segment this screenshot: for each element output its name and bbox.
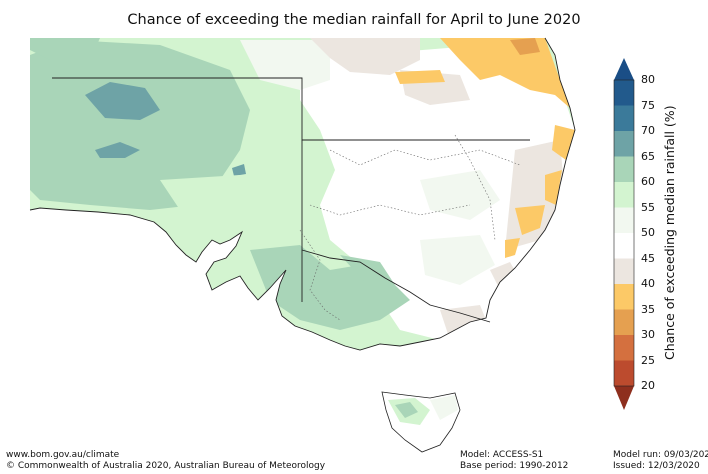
footer-issued: Issued: 12/03/2020 [613,461,700,471]
coastline [29,37,576,351]
colorbar-band [614,182,634,208]
tick-label: 65 [641,150,655,163]
colorbar-band [614,131,634,157]
footer-website: www.bom.gov.au/climate [6,450,120,460]
tick-label: 50 [641,226,655,239]
footer-copyright: © Commonwealth of Australia 2020, Austra… [6,461,326,471]
tasmania [381,391,461,453]
colorbar-band [614,80,634,106]
tick-label: 35 [641,303,655,316]
colorbar-label: Chance of exceeding median rainfall (%) [662,105,677,360]
tick-label: 80 [641,73,655,86]
tick-label: 20 [641,379,655,392]
tick-label: 55 [641,201,655,214]
tick-label: 45 [641,252,655,265]
colorbar-band [614,360,634,387]
tick-label: 60 [641,175,655,188]
tick-label: 25 [641,354,655,367]
colorbar-over-arrow [614,58,634,80]
tick-label: 40 [641,277,655,290]
colorbar-under-arrow [614,386,634,410]
colorbar-band [614,207,634,234]
footer-model: Model: ACCESS-S1 [460,450,544,460]
colorbar-band [614,156,634,183]
colorbar-band [614,233,634,259]
colorbar-band [614,284,634,310]
map-title: Chance of exceeding the median rainfall … [127,12,581,28]
footer-base-period: Base period: 1990-2012 [460,461,569,471]
state-borders [52,77,530,323]
tick-label: 70 [641,124,655,137]
tick-label: 75 [641,99,655,112]
colorbar-band [614,105,634,132]
tick-label: 30 [641,328,655,341]
contour-lines [299,134,521,321]
colorbar-band [614,309,634,336]
colorbar-band [614,335,634,361]
colorbar-band [614,258,634,285]
footer-model-run: Model run: 09/03/2020 [613,450,708,460]
